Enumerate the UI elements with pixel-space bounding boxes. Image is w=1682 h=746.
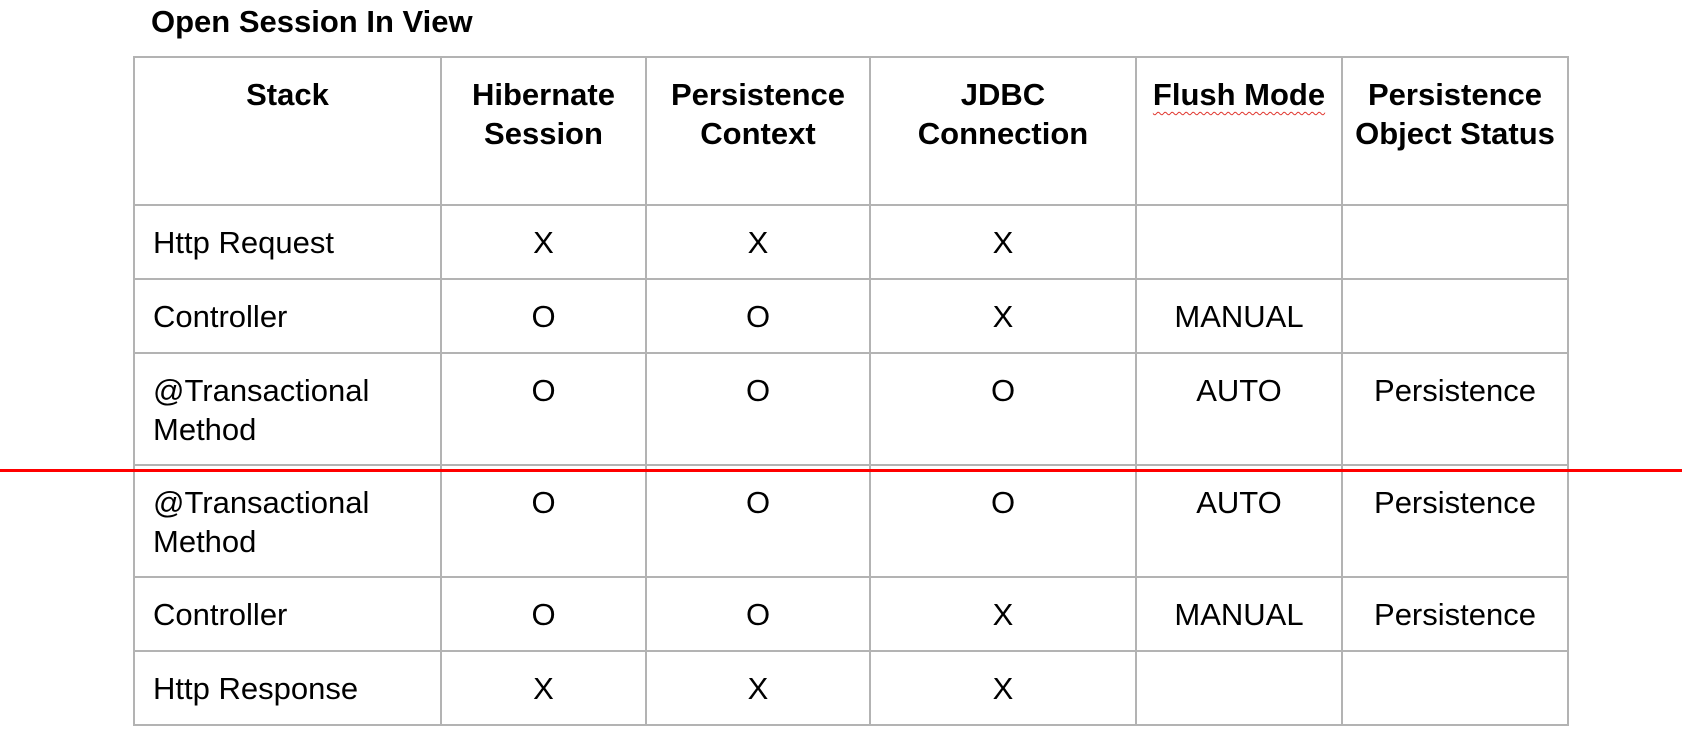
flush-mode-cell: MANUAL bbox=[1135, 576, 1343, 652]
header-persistence-object-status: Persistence Object Status bbox=[1341, 56, 1569, 206]
stack-cell: @Transactional Method bbox=[133, 352, 442, 466]
persistence-context-cell: X bbox=[645, 204, 871, 280]
hibernate-session-cell: O bbox=[440, 352, 647, 466]
persistence-context-cell: O bbox=[645, 464, 871, 578]
persistence-object-status-cell: Persistence bbox=[1341, 576, 1569, 652]
hibernate-session-cell: X bbox=[440, 204, 647, 280]
jdbc-connection-cell: X bbox=[869, 204, 1137, 280]
stack-cell: Controller bbox=[133, 278, 442, 354]
jdbc-connection-cell: X bbox=[869, 576, 1137, 652]
hibernate-session-cell: O bbox=[440, 464, 647, 578]
table-row: @Transactional Method O O O AUTO Persist… bbox=[133, 464, 1569, 578]
table-row: Http Request X X X bbox=[133, 204, 1569, 280]
header-hibernate-session: Hibernate Session bbox=[440, 56, 647, 206]
header-flush-mode: Flush Mode bbox=[1135, 56, 1343, 206]
table-row: Http Response X X X bbox=[133, 650, 1569, 726]
persistence-object-status-cell bbox=[1341, 204, 1569, 280]
stack-cell: Http Request bbox=[133, 204, 442, 280]
jdbc-connection-cell: O bbox=[869, 352, 1137, 466]
flush-mode-cell bbox=[1135, 650, 1343, 726]
table-row: Controller O O X MANUAL Persistence bbox=[133, 576, 1569, 652]
persistence-context-cell: O bbox=[645, 352, 871, 466]
stack-cell: Http Response bbox=[133, 650, 442, 726]
hibernate-session-cell: O bbox=[440, 576, 647, 652]
table-row: @Transactional Method O O O AUTO Persist… bbox=[133, 352, 1569, 466]
red-divider-line bbox=[0, 469, 1682, 472]
persistence-context-cell: O bbox=[645, 278, 871, 354]
flush-mode-cell: AUTO bbox=[1135, 352, 1343, 466]
hibernate-session-cell: O bbox=[440, 278, 647, 354]
persistence-context-cell: O bbox=[645, 576, 871, 652]
flush-mode-cell: MANUAL bbox=[1135, 278, 1343, 354]
header-stack: Stack bbox=[133, 56, 442, 206]
persistence-object-status-cell bbox=[1341, 278, 1569, 354]
flush-mode-cell: AUTO bbox=[1135, 464, 1343, 578]
hibernate-session-cell: X bbox=[440, 650, 647, 726]
persistence-object-status-cell bbox=[1341, 650, 1569, 726]
stack-cell: @Transactional Method bbox=[133, 464, 442, 578]
table-row: Controller O O X MANUAL bbox=[133, 278, 1569, 354]
header-jdbc-connection: JDBC Connection bbox=[869, 56, 1137, 206]
jdbc-connection-cell: X bbox=[869, 278, 1137, 354]
persistence-context-cell: X bbox=[645, 650, 871, 726]
persistence-object-status-cell: Persistence bbox=[1341, 464, 1569, 578]
stack-cell: Controller bbox=[133, 576, 442, 652]
jdbc-connection-cell: X bbox=[869, 650, 1137, 726]
open-session-in-view-table: Stack Hibernate Session Persistence Cont… bbox=[133, 56, 1569, 726]
header-persistence-context: Persistence Context bbox=[645, 56, 871, 206]
persistence-object-status-cell: Persistence bbox=[1341, 352, 1569, 466]
document-title: Open Session In View bbox=[151, 4, 473, 39]
flush-mode-cell bbox=[1135, 204, 1343, 280]
header-row: Stack Hibernate Session Persistence Cont… bbox=[133, 56, 1569, 206]
jdbc-connection-cell: O bbox=[869, 464, 1137, 578]
